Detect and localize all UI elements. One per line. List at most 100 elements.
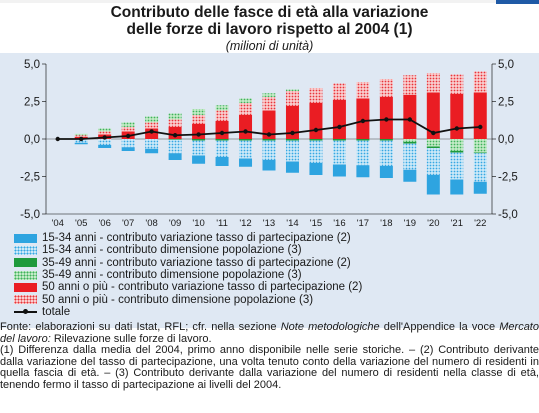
bar-segment-s2-17	[450, 152, 464, 180]
bar-segment-s2-9	[262, 140, 276, 160]
bar-segment-s2-12	[332, 140, 346, 165]
legend: 15-34 anni - contributo variazione tasso…	[14, 232, 534, 318]
legend-item-35-49-participation: 35-49 anni - contributo variazione tasso…	[14, 257, 534, 269]
y-left-tick-label-3: 2,5	[24, 97, 40, 109]
x-tick-label-18: '22	[474, 218, 486, 229]
y-left-tick-label-4: 5,0	[24, 59, 40, 71]
x-tick-label-17: '21	[451, 218, 463, 229]
bar-segment-s2-7	[215, 140, 229, 157]
bar-segment-s4-9	[262, 93, 276, 97]
bar-segment-s2-18	[473, 153, 487, 182]
bar-segment-s6-5	[168, 119, 182, 127]
bar-segment-s3-8	[239, 139, 253, 141]
total-point-14	[384, 117, 389, 122]
bar-segment-s5-10	[285, 106, 299, 139]
total-point-5	[172, 133, 178, 138]
bar-segment-s3-15	[403, 142, 417, 144]
bar-segment-s4-10	[285, 89, 299, 91]
total-point-13	[360, 118, 366, 124]
legend-item-50plus-participation: 50 anni o più - contributo variazione ta…	[14, 281, 534, 293]
bar-segment-s1-6	[192, 155, 206, 164]
x-tick-label-5: '09	[169, 218, 181, 229]
bar-segment-s2-2	[98, 139, 112, 145]
chart-title-line-1: Contributo delle fasce di età alla varia…	[110, 4, 429, 21]
bar-segment-s2-5	[168, 139, 182, 154]
bar-segment-s6-9	[262, 97, 276, 111]
x-tick-label-8: '12	[239, 218, 251, 229]
legend-label: 35-49 anni - contributo dimensione popol…	[42, 269, 302, 282]
total-point-2	[102, 135, 107, 140]
bar-segment-s3-11	[309, 139, 323, 141]
y-axis-right: -5,0 -2,5 0,0 2,5 5,0	[492, 59, 518, 221]
bar-segment-s2-13	[356, 140, 370, 166]
bar-segment-s3-6	[192, 139, 206, 141]
x-tick-label-6: '10	[192, 218, 204, 229]
bar-segment-s5-15	[403, 94, 417, 139]
total-point-17	[454, 126, 459, 131]
bar-segment-s6-3	[121, 127, 135, 132]
bar-segment-s6-11	[309, 88, 323, 103]
bar-segment-s4-1	[74, 133, 88, 136]
bar-segment-s1-10	[285, 161, 299, 173]
legend-line-marker	[14, 307, 37, 316]
bar-segment-s5-9	[262, 110, 276, 139]
x-tick-label-13: '17	[357, 218, 369, 229]
bar-segment-s1-3	[121, 147, 135, 151]
bar-segment-s1-8	[239, 158, 253, 167]
bar-segment-s2-14	[379, 140, 393, 166]
y-left-tick-label-2: 0,0	[24, 134, 40, 146]
bar-segment-s5-16	[426, 92, 440, 139]
bar-segment-s6-2	[98, 131, 112, 135]
total-point-6	[196, 132, 201, 137]
legend-swatch	[14, 245, 37, 255]
legend-swatch	[14, 258, 37, 268]
bar-segment-s3-16	[426, 146, 440, 148]
bar-segment-s6-6	[192, 115, 206, 124]
total-point-12	[337, 124, 342, 130]
bar-segment-s6-14	[379, 79, 393, 97]
top-rule	[0, 0, 539, 3]
footnote-source-e: Rilevazione sulle forze di lavoro.	[50, 332, 212, 345]
footnote-source-d: Mercato del lavoro:	[0, 321, 539, 345]
bar-segment-s6-13	[356, 82, 370, 99]
bar-segment-s2-15	[403, 143, 417, 170]
legend-label: 50 anni o più - contributo variazione ta…	[42, 281, 363, 294]
chart-title: Contributo delle fasce di età alla varia…	[0, 4, 539, 38]
bar-segment-s1-18	[473, 181, 487, 194]
bar-segment-s4-6	[192, 109, 206, 115]
y-right-tick-label-0: -5,0	[498, 209, 518, 221]
bar-segment-s3-7	[215, 139, 229, 141]
bar-segment-s1-7	[215, 157, 229, 166]
legend-label: 15-34 anni - contributo dimensione popol…	[42, 244, 302, 257]
legend-item-50plus-population: 50 anni o più - contributo dimensione po…	[14, 293, 534, 306]
bar-segment-s4-7	[215, 105, 229, 111]
top-rule-accent	[496, 0, 539, 4]
x-tick-label-4: '08	[145, 218, 157, 229]
bar-segment-s6-17	[450, 74, 464, 94]
x-tick-label-12: '16	[333, 218, 345, 229]
bar-segment-s5-17	[450, 94, 464, 139]
bar-segment-s4-8	[239, 98, 253, 103]
total-point-10	[290, 130, 295, 136]
bar-segment-s6-7	[215, 110, 229, 121]
bar-segment-s6-18	[473, 71, 487, 93]
total-point-16	[431, 130, 436, 136]
bar-segment-s5-18	[473, 92, 487, 139]
total-point-11	[313, 127, 319, 133]
footnote-source-a: Fonte: elaborazioni su dati Istat, RFL; …	[0, 321, 281, 333]
bar-segment-s2-10	[285, 140, 299, 162]
y-right-tick-label-2: 0,0	[498, 134, 514, 146]
x-tick-label-11: '15	[310, 218, 322, 229]
total-point-0	[55, 136, 60, 142]
bar-segment-s5-11	[309, 103, 323, 139]
bar-segment-s1-9	[262, 160, 276, 171]
bar-segment-s4-5	[168, 113, 182, 120]
legend-item-total: totale	[14, 306, 534, 318]
total-point-7	[219, 130, 225, 136]
bar-segment-s4-3	[121, 122, 135, 127]
bar-segment-s4-4	[145, 116, 159, 123]
x-tick-label-14: '18	[380, 218, 392, 229]
legend-item-15-34-population: 15-34 anni - contributo dimensione popol…	[14, 244, 534, 256]
bar-segment-s5-4	[145, 128, 159, 139]
x-tick-label-1: '05	[75, 218, 87, 229]
